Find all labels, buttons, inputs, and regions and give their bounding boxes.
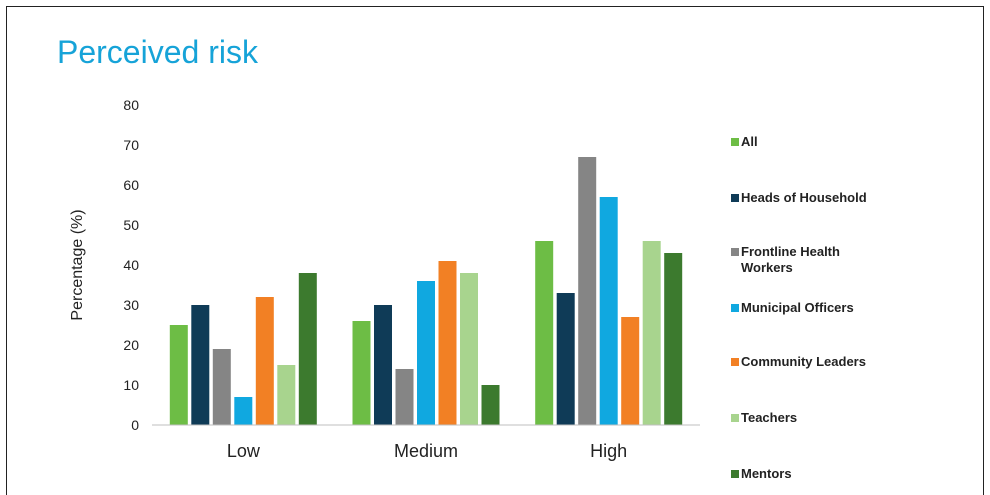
y-axis-ticks: 0 10 20 30 40 50 60 70 80 [123,97,139,433]
legend-item: Mentors [731,466,881,482]
bar [191,305,210,425]
x-tick-label: Medium [394,441,458,461]
legend-swatch [731,248,739,256]
bar [277,365,296,425]
bar [481,385,500,425]
legend-item: Municipal Officers [731,300,881,316]
bar [664,253,683,425]
bar [556,293,575,425]
legend-swatch [731,304,739,312]
y-axis-label: Percentage (%) [69,209,86,320]
y-tick-label: 70 [123,137,139,153]
legend-item: All [731,134,881,150]
bar [460,273,478,425]
legend-label: Mentors [741,466,792,481]
bar [599,197,618,425]
legend-swatch [731,194,739,202]
legend-item: Teachers [731,410,881,426]
x-tick-label: Low [227,441,261,461]
bar [438,261,457,425]
y-tick-label: 20 [123,337,139,353]
legend-label: Teachers [741,410,798,425]
bar [395,369,414,425]
bar [535,241,554,425]
bar [298,273,317,425]
y-tick-label: 50 [123,217,139,233]
bar [417,281,435,425]
chart-title: Perceived risk [57,34,258,70]
bar [352,321,371,425]
y-tick-label: 60 [123,177,139,193]
y-tick-label: 0 [131,417,139,433]
legend-label: Community Leaders [741,354,866,369]
legend-label: All [741,134,758,149]
bar [642,241,661,425]
legend-label: Frontline Health Workers [741,244,840,275]
bar [234,397,253,425]
bar [255,297,274,425]
bar [169,325,188,425]
legend-label: Heads of Household [741,190,867,205]
y-tick-label: 10 [123,377,139,393]
legend-swatch [731,470,739,478]
bar [621,317,640,425]
y-tick-label: 80 [123,97,139,113]
legend-swatch [731,138,739,146]
legend-swatch [731,414,739,422]
legend-item: Heads of Household [731,190,881,206]
x-tick-label: High [590,441,627,461]
legend-swatch [731,358,739,366]
x-axis-ticks: Low Medium High [227,441,627,461]
bar [212,349,231,425]
legend-label: Municipal Officers [741,300,854,315]
y-tick-label: 30 [123,297,139,313]
legend-item: Community Leaders [731,354,881,370]
bars-group [169,157,683,425]
bar [578,157,597,425]
y-tick-label: 40 [123,257,139,273]
bar [374,305,392,425]
legend-item: Frontline Health Workers [731,244,881,276]
